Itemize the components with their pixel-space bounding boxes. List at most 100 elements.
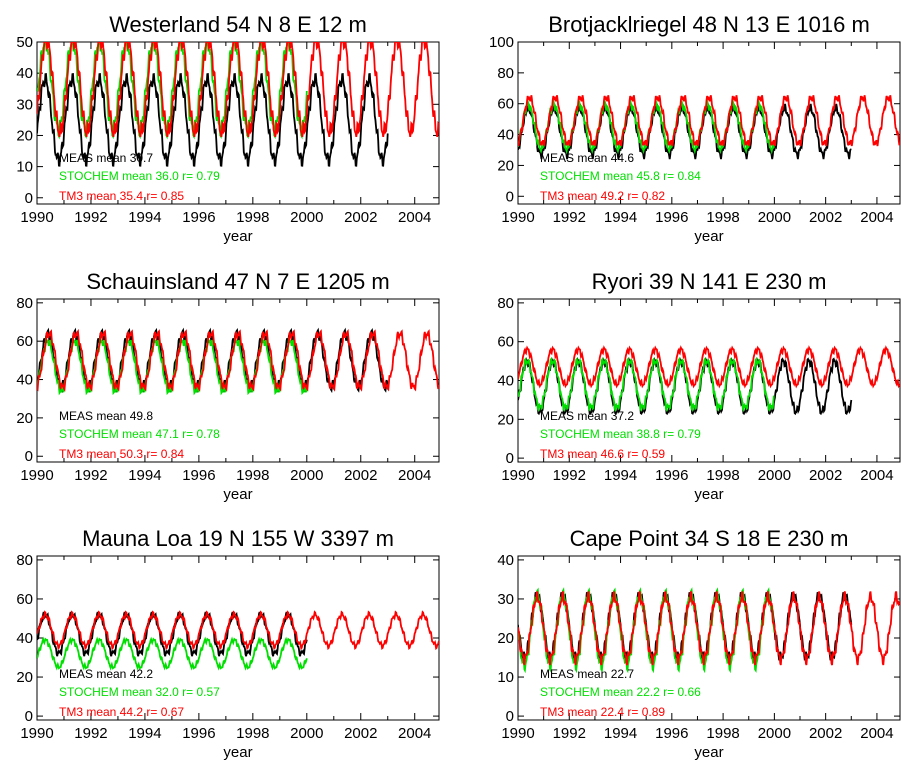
panel-2-annotation-meas: MEAS mean 44.6 <box>540 151 634 165</box>
panel-6-xtick-label: 2002 <box>809 725 842 742</box>
panel-4-xtick-label: 2000 <box>758 467 791 484</box>
panel-3-ytick-label: 40 <box>16 372 33 389</box>
panel-4-annotation-tm3: TM3 mean 46.6 r= 0.59 <box>540 447 665 461</box>
panel-5-ytick-label: 40 <box>16 630 33 647</box>
panel-6-annotation-meas: MEAS mean 22.7 <box>540 667 634 681</box>
panel-1-ytick-label: 10 <box>16 159 33 176</box>
panel-1-annotation-meas: MEAS mean 30.7 <box>59 151 153 165</box>
panel-2-xtick-label: 2000 <box>758 209 791 226</box>
panel-6-ytick-label: 20 <box>497 630 514 647</box>
panel-3-annotation-tm3: TM3 mean 50.3 r= 0.84 <box>59 447 184 461</box>
panel-2-ytick-label: 20 <box>497 157 514 174</box>
panel-4-series-tm3-line <box>518 345 900 389</box>
panel-3-ytick-label: 60 <box>16 333 33 350</box>
panel-4-annotation-stochem: STOCHEM mean 38.8 r= 0.79 <box>540 427 701 441</box>
panel-5: Mauna Loa 19 N 155 W 3397 m 0 20 40 60 80 1990… <box>16 526 440 761</box>
panel-1-ytick-label: 40 <box>16 65 33 82</box>
panel-2-title: Brotjacklriegel 48 N 13 E 1016 m <box>548 12 870 37</box>
panel-6-xtick-label: 1992 <box>553 725 586 742</box>
panel-3-xtick-label: 2000 <box>290 467 323 484</box>
panel-1: Westerland 54 N 8 E 12 m 0 10 20 30 40 50 1990 1… <box>16 12 440 245</box>
panel-6-annotation-stochem: STOCHEM mean 22.2 r= 0.66 <box>540 685 701 699</box>
panel-3-annotation-stochem: STOCHEM mean 47.1 r= 0.78 <box>59 427 220 441</box>
panel-1-xtick-label: 2002 <box>344 209 377 226</box>
panel-3-xtick-label: 1994 <box>128 467 161 484</box>
panel-3-ytick-label: 80 <box>16 295 33 312</box>
panel-6-ytick-label: 30 <box>497 591 514 608</box>
panel-6-ytick-label: 40 <box>497 552 514 569</box>
panel-5-annotation-stochem: STOCHEM mean 32.0 r= 0.57 <box>59 685 220 699</box>
panel-3: Schauinsland 47 N 7 E 1205 m 0 20 40 60 80 199… <box>16 269 440 503</box>
panel-6-xtick-label: 2004 <box>860 725 893 742</box>
panel-3-xtick-label: 2002 <box>344 467 377 484</box>
panel-1-series-tm3-line <box>37 42 439 138</box>
panel-4-xtick-label: 1992 <box>553 467 586 484</box>
panel-4-xtick-label: 2004 <box>860 467 893 484</box>
panel-3-xtick-label: 1992 <box>74 467 107 484</box>
panel-4-series-stochem-line <box>518 356 775 413</box>
panel-3-ytick-label: 20 <box>16 410 33 427</box>
panel-4-ytick-label: 20 <box>497 411 514 428</box>
panel-2-xtick-label: 1990 <box>501 209 534 226</box>
panel-5-xtick-label: 1994 <box>128 725 161 742</box>
panel-6-series-stochem-line <box>518 587 776 674</box>
panel-1-ytick-label: 20 <box>16 127 33 144</box>
panel-5-annotation-meas: MEAS mean 42.2 <box>59 667 153 681</box>
panel-2-xtick-label: 1994 <box>604 209 637 226</box>
panel-5-xtick-label: 1992 <box>74 725 107 742</box>
panel-3-title: Schauinsland 47 N 7 E 1205 m <box>86 269 389 294</box>
panel-5-xtick-label: 1990 <box>20 725 53 742</box>
panel-1-ytick-label: 0 <box>25 190 33 207</box>
panel-5-xtick-label: 2000 <box>290 725 323 742</box>
panel-1-xtick-label: 2004 <box>398 209 431 226</box>
panel-1-xtick-label: 1992 <box>74 209 107 226</box>
panel-6-series-tm3-line <box>518 591 900 666</box>
panel-2-ytick-label: 40 <box>497 127 514 144</box>
panel-4-xaxis-label: year <box>694 486 723 503</box>
panel-6-xtick-label: 1998 <box>706 725 739 742</box>
panel-6-xtick-label: 1994 <box>604 725 637 742</box>
panel-5-title: Mauna Loa 19 N 155 W 3397 m <box>82 526 394 551</box>
panel-2-xtick-label: 2004 <box>860 209 893 226</box>
panel-2-xtick-label: 2002 <box>809 209 842 226</box>
panel-4-xtick-label: 1996 <box>655 467 688 484</box>
panel-1-xtick-label: 1996 <box>182 209 215 226</box>
panel-3-xtick-label: 1990 <box>20 467 53 484</box>
panel-6-annotation-tm3: TM3 mean 22.4 r= 0.89 <box>540 705 665 719</box>
panel-5-ytick-label: 0 <box>25 708 33 725</box>
panel-6-xtick-label: 1996 <box>655 725 688 742</box>
panel-1-ytick-label: 30 <box>16 96 33 113</box>
panel-4-xtick-label: 1998 <box>706 467 739 484</box>
panel-6: Cape Point 34 S 18 E 230 m 0 10 20 30 40 1990 1… <box>497 526 901 761</box>
panel-5-xtick-label: 1998 <box>236 725 269 742</box>
panel-3-series-tm3-line <box>37 328 439 392</box>
panel-6-title: Cape Point 34 S 18 E 230 m <box>570 526 849 551</box>
panel-4-ytick-label: 80 <box>497 295 514 312</box>
panel-1-xtick-label: 1994 <box>128 209 161 226</box>
panel-6-ytick-label: 0 <box>506 708 514 725</box>
panel-4-ytick-label: 0 <box>506 450 514 467</box>
panel-6-ytick-label: 10 <box>497 669 514 686</box>
panel-1-annotation-tm3: TM3 mean 35.4 r= 0.85 <box>59 189 184 203</box>
panel-1-xtick-label: 2000 <box>290 209 323 226</box>
panel-2-ytick-label: 0 <box>506 188 514 205</box>
panel-4-xtick-label: 2002 <box>809 467 842 484</box>
panel-2-annotation-stochem: STOCHEM mean 45.8 r= 0.84 <box>540 169 701 183</box>
panel-3-xtick-label: 2004 <box>398 467 431 484</box>
panel-1-annotation-stochem: STOCHEM mean 36.0 r= 0.79 <box>59 169 220 183</box>
panel-3-xtick-label: 1998 <box>236 467 269 484</box>
panel-3-annotation-meas: MEAS mean 49.8 <box>59 409 153 423</box>
panel-4-ytick-label: 40 <box>497 373 514 390</box>
panel-2-ytick-label: 100 <box>489 34 514 51</box>
panel-2: Brotjacklriegel 48 N 13 E 1016 m 0 20 40 60 8… <box>489 12 901 245</box>
panel-3-xtick-label: 1996 <box>182 467 215 484</box>
panel-2-series-tm3-line <box>518 95 900 147</box>
panel-2-annotation-tm3: TM3 mean 49.2 r= 0.82 <box>540 189 665 203</box>
panel-2-xaxis-label: year <box>694 228 723 245</box>
panel-2-ytick-label: 60 <box>497 96 514 113</box>
panel-4-title: Ryori 39 N 141 E 230 m <box>592 269 827 294</box>
panel-4-xtick-label: 1990 <box>501 467 534 484</box>
panel-4-ytick-label: 60 <box>497 334 514 351</box>
panel-3-ytick-label: 0 <box>25 448 33 465</box>
panel-1-title: Westerland 54 N 8 E 12 m <box>109 12 367 37</box>
